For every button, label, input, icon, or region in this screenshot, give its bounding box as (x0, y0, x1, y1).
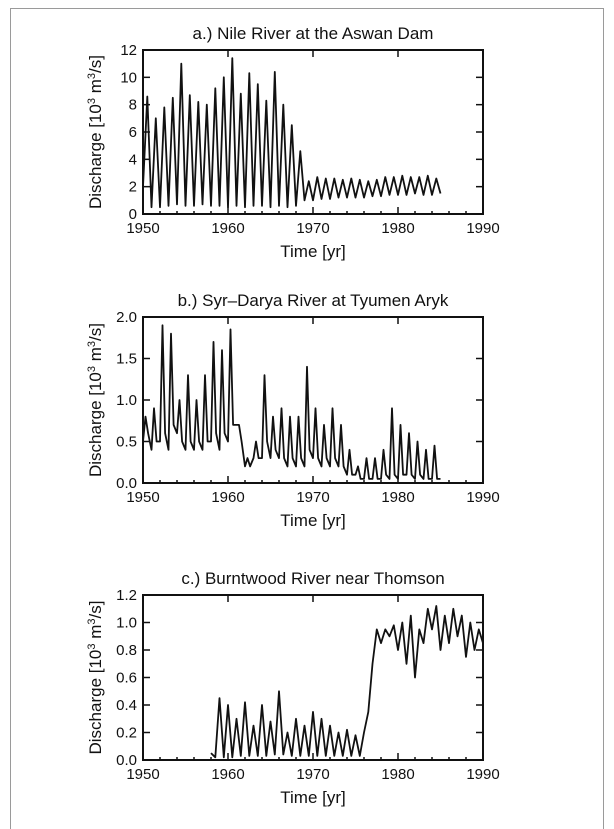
x-axis-label: Time [yr] (280, 788, 345, 807)
y-tick-label: 10 (120, 69, 137, 86)
x-tick-label: 1970 (296, 766, 329, 783)
y-tick-label: 0.2 (116, 725, 137, 742)
y-tick-label: 0.8 (116, 642, 137, 659)
panel-3: c.) Burntwood River near Thomson 1950 1960… (86, 569, 500, 807)
x-tick-label: 1960 (211, 220, 244, 237)
x-tick-label: 1990 (466, 489, 499, 506)
data-series-line (142, 57, 442, 209)
y-tick-label: 0.5 (116, 434, 137, 451)
x-tick-label: 1980 (381, 489, 414, 506)
panel-2: b.) Syr–Darya River at Tyumen Aryk 1950 19… (86, 291, 500, 530)
data-series-line (142, 324, 441, 480)
y-tick-label: 0 (129, 206, 137, 223)
panel-1: a.) Nile River at the Aswan Dam 1950 1960 1… (86, 24, 500, 261)
y-axis-label: Discharge [103 m3/s] (86, 323, 105, 477)
y-tick-label: 1.2 (116, 587, 137, 604)
y-tick-label: 12 (120, 42, 137, 59)
y-tick-label: 2.0 (116, 309, 137, 326)
x-tick-label: 1980 (381, 220, 414, 237)
panel-title: a.) Nile River at the Aswan Dam (193, 24, 434, 43)
x-tick-label: 1950 (126, 220, 159, 237)
y-tick-label: 6 (129, 124, 137, 141)
x-tick-label: 1970 (296, 489, 329, 506)
y-tick-label: 1.0 (116, 615, 137, 632)
y-tick-label: 2 (129, 179, 137, 196)
y-tick-label: 1.0 (116, 392, 137, 409)
panel-title: c.) Burntwood River near Thomson (181, 569, 444, 588)
x-axis-label: Time [yr] (280, 242, 345, 261)
x-tick-label: 1990 (466, 766, 499, 783)
x-tick-label: 1950 (126, 766, 159, 783)
plot-area-frame (142, 594, 484, 761)
x-axis-label: Time [yr] (280, 511, 345, 530)
x-tick-label: 1970 (296, 220, 329, 237)
x-tick-label: 1990 (466, 220, 499, 237)
x-tick-label: 1960 (211, 766, 244, 783)
y-tick-label: 0.0 (116, 752, 137, 769)
x-tick-label: 1980 (381, 766, 414, 783)
y-tick-label: 8 (129, 97, 137, 114)
y-tick-label: 1.5 (116, 351, 137, 368)
panel-title: b.) Syr–Darya River at Tyumen Aryk (178, 291, 449, 310)
y-tick-label: 0.4 (116, 697, 137, 714)
y-axis-label: Discharge [103 m3/s] (86, 55, 105, 209)
y-tick-label: 0.6 (116, 670, 137, 687)
x-tick-label: 1950 (126, 489, 159, 506)
figure-frame (10, 8, 604, 829)
x-tick-label: 1960 (211, 489, 244, 506)
y-tick-label: 0.0 (116, 475, 137, 492)
y-axis-label: Discharge [103 m3/s] (86, 601, 105, 755)
y-tick-label: 4 (129, 151, 137, 168)
data-series-line (210, 605, 484, 759)
